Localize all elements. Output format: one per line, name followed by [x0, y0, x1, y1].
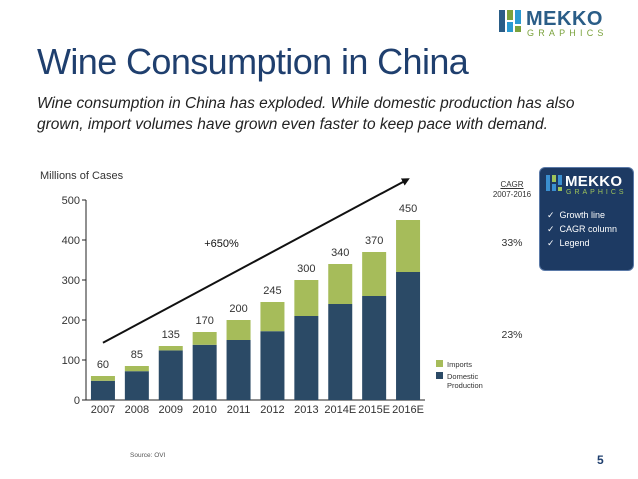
- bar-total-label: 245: [263, 285, 281, 297]
- y-tick-label: 0: [74, 395, 80, 407]
- bar-segment: [226, 340, 251, 400]
- x-tick-label: 2007: [91, 404, 115, 416]
- units-label: Millions of Cases: [40, 170, 124, 182]
- x-tick-label: 2013: [294, 404, 318, 416]
- bar-segment: [328, 304, 353, 400]
- callout-item: ✓ Legend: [547, 236, 617, 250]
- bar-segment: [294, 316, 319, 400]
- y-tick-label: 300: [62, 275, 80, 287]
- bar-total-label: 200: [229, 303, 247, 315]
- bar-segment: [124, 371, 149, 400]
- cagr-domestic: 23%: [501, 329, 523, 341]
- bar-segment: [328, 264, 353, 304]
- page-subtitle: Wine consumption in China has exploded. …: [37, 95, 575, 133]
- cagr-header: CAGR 2007-2016: [488, 180, 536, 200]
- bar-segment: [192, 332, 217, 345]
- bar-segment: [294, 280, 319, 316]
- bar-total-label: 450: [399, 203, 417, 215]
- y-tick-label: 500: [62, 195, 80, 207]
- bar-segment: [90, 376, 115, 381]
- callout-item: ✓ Growth line: [547, 208, 617, 222]
- y-tick-label: 400: [62, 235, 80, 247]
- feature-callout: MEKKO GRAPHICS ✓ Growth line ✓ CAGR colu…: [539, 167, 634, 271]
- callout-logo-icon: [546, 175, 562, 191]
- logo-sub: GRAPHICS: [527, 28, 608, 38]
- x-tick-label: 2009: [159, 404, 183, 416]
- bar-segment: [362, 252, 387, 296]
- callout-logo-sub: GRAPHICS: [566, 189, 627, 196]
- check-icon: ✓: [547, 210, 555, 220]
- cagr-title: CAGR: [500, 180, 524, 189]
- callout-item-label: Growth line: [559, 210, 606, 220]
- logo-word: MEKKO: [526, 8, 603, 30]
- bar-total-label: 370: [365, 235, 383, 247]
- bar-segment: [124, 366, 149, 372]
- callout-item: ✓ CAGR column: [547, 222, 617, 236]
- bar-segment: [158, 346, 183, 351]
- callout-logo-word: MEKKO: [565, 173, 623, 190]
- bar-total-label: 85: [131, 349, 143, 361]
- legend-swatch-domestic: [436, 372, 443, 379]
- x-tick-label: 2014E: [324, 404, 356, 416]
- callout-logo: MEKKO GRAPHICS: [544, 173, 630, 199]
- bar-segment: [260, 302, 285, 332]
- bar-segment: [396, 272, 421, 400]
- cagr-period: 2007-2016: [492, 190, 532, 199]
- x-tick-label: 2016E: [392, 404, 424, 416]
- bar-total-label: 340: [331, 247, 349, 259]
- check-icon: ✓: [547, 224, 555, 234]
- x-tick-label: 2008: [125, 404, 149, 416]
- bar-total-label: 135: [162, 329, 180, 341]
- bar-segment: [158, 350, 183, 400]
- growth-arrow: [102, 178, 410, 344]
- callout-item-label: CAGR column: [559, 224, 618, 234]
- cagr-imports: 33%: [501, 237, 523, 249]
- y-tick-label: 100: [62, 355, 80, 367]
- callout-item-label: Legend: [559, 238, 590, 248]
- x-tick-label: 2012: [260, 404, 284, 416]
- legend-label-domestic: Domestic Production: [447, 372, 483, 390]
- x-tick-label: 2015E: [358, 404, 390, 416]
- bar-segment: [362, 296, 387, 400]
- legend-swatch-imports: [436, 360, 443, 367]
- page-title: Wine Consumption in China: [37, 41, 469, 82]
- legend-label-imports: Imports: [447, 360, 472, 369]
- y-tick-label: 200: [62, 315, 80, 327]
- x-tick-label: 2010: [192, 404, 216, 416]
- growth-label: +650%: [204, 238, 239, 250]
- bar-segment: [192, 344, 217, 400]
- bar-segment: [260, 331, 285, 400]
- bar-segment: [226, 320, 251, 340]
- bar-segment: [396, 220, 421, 272]
- source-note: Source: OVI: [130, 452, 166, 459]
- bar-total-label: 170: [195, 315, 213, 327]
- page-number: 5: [597, 453, 604, 467]
- logo-grid-icon: [499, 10, 521, 32]
- x-tick-label: 2011: [227, 404, 251, 416]
- check-icon: ✓: [547, 238, 555, 248]
- bar-total-label: 60: [97, 359, 109, 371]
- callout-list: ✓ Growth line ✓ CAGR column ✓ Legend: [547, 208, 617, 250]
- mekko-logo: MEKKO GRAPHICS: [499, 8, 629, 42]
- bar-segment: [90, 380, 115, 400]
- bar-total-label: 300: [297, 263, 315, 275]
